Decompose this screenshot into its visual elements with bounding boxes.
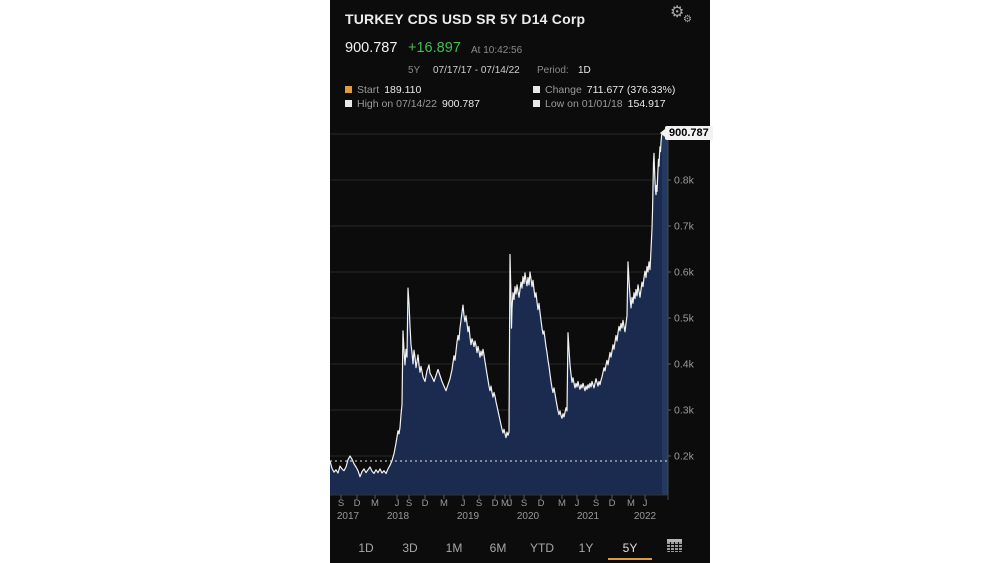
change-swatch-icon — [533, 86, 540, 93]
period-button-ytd[interactable]: YTD — [520, 534, 564, 560]
x-axis-month-label: S — [337, 498, 345, 509]
price-area — [330, 133, 662, 495]
x-axis-month-label: J — [507, 498, 513, 509]
x-axis-year-label: 2019 — [456, 511, 480, 522]
security-title: TURKEY CDS USD SR 5Y D14 Corp — [345, 11, 586, 27]
x-axis-year-label: 2020 — [516, 511, 540, 522]
y-axis-tick-label: 0.8k — [674, 175, 695, 187]
legend-high: High on 07/14/22 900.787 — [345, 98, 480, 110]
period-button-5y[interactable]: 5Y — [608, 534, 652, 560]
gear-icon: ⚙ — [670, 4, 685, 21]
x-axis-month-label: J — [394, 498, 400, 509]
x-axis-month-label: J — [642, 498, 648, 509]
x-axis-month-label: D — [491, 498, 499, 509]
legend-start-value: 189.110 — [384, 84, 422, 96]
period-value: 1D — [578, 65, 591, 76]
gear-small-icon: ⚙ — [683, 14, 692, 25]
x-axis-month-label: D — [608, 498, 616, 509]
price-chart[interactable]: 0.8k 0.7k 0.6k 0.5k 0.4k 0.3k 0.2k — [330, 125, 710, 500]
x-axis-month-label: S — [592, 498, 600, 509]
legend-start: Start 189.110 — [345, 84, 421, 96]
period-label: Period: — [537, 65, 569, 76]
x-axis-month-label: M — [627, 498, 635, 509]
price-line — [330, 133, 663, 478]
last-price-axis-bubble: 900.787 — [660, 126, 713, 140]
x-axis-month-label: D — [421, 498, 429, 509]
x-axis-year-label: 2018 — [386, 511, 410, 522]
legend-low-label: Low on 01/01/18 — [545, 98, 623, 110]
legend-change-label: Change — [545, 84, 582, 96]
x-axis-month-label: M — [501, 498, 509, 509]
latest-bar-highlight — [662, 131, 668, 495]
period-button-3d[interactable]: 3D — [388, 534, 432, 560]
x-axis-month-label: S — [475, 498, 483, 509]
legend-low-value: 154.917 — [627, 98, 666, 110]
high-swatch-icon — [345, 100, 352, 107]
x-axis-year-label: 2022 — [633, 511, 657, 522]
x-axis-month-label: M — [558, 498, 566, 509]
date-range: 07/17/17 - 07/14/22 — [433, 65, 520, 76]
legend-high-value: 900.787 — [441, 98, 480, 110]
y-axis-tick-label: 0.5k — [674, 313, 695, 325]
period-toolbar: 1D 3D 1M 6M YTD 1Y 5Y — [330, 531, 710, 563]
settings-gears-icon[interactable]: ⚙ ⚙ — [670, 5, 698, 31]
x-axis-month-label: J — [460, 498, 466, 509]
period-button-1m[interactable]: 1M — [432, 534, 476, 560]
calendar-button[interactable] — [664, 534, 685, 560]
range-label: 5Y — [408, 65, 421, 76]
period-button-1d[interactable]: 1D — [344, 534, 388, 560]
price-chart-svg: 0.8k 0.7k 0.6k 0.5k 0.4k 0.3k 0.2k — [330, 128, 695, 500]
y-axis-tick-label: 0.6k — [674, 267, 695, 279]
x-axis-month-label: M — [371, 498, 379, 509]
period-button-1y[interactable]: 1Y — [564, 534, 608, 560]
y-axis-tick-label: 0.2k — [674, 451, 695, 463]
as-of-time: At 10:42:56 — [471, 45, 523, 56]
x-axis-year-label: 2021 — [576, 511, 600, 522]
legend-high-label: High on 07/14/22 — [357, 98, 437, 110]
x-axis-month-label: D — [353, 498, 361, 509]
price-change: +16.897 — [408, 40, 461, 56]
legend-start-label: Start — [357, 84, 380, 96]
low-swatch-icon — [533, 100, 540, 107]
x-axis-year-label: 2017 — [336, 511, 360, 522]
legend-change: Change 711.677 (376.33%) — [533, 84, 675, 96]
period-button-6m[interactable]: 6M — [476, 534, 520, 560]
x-axis-month-label: D — [537, 498, 545, 509]
last-price: 900.787 — [345, 40, 398, 56]
calendar-icon — [667, 539, 682, 552]
x-axis-month-label: S — [405, 498, 413, 509]
x-axis-month-label: J — [574, 498, 580, 509]
x-axis-labels: S D M J S D M J S D M J S D M J S D M J 2017 2018 2019 2020 2021… — [330, 497, 710, 527]
chart-panel: TURKEY CDS USD SR 5Y D14 Corp ⚙ ⚙ 900.78… — [330, 0, 713, 563]
x-axis-month-label: M — [440, 498, 448, 509]
y-axis-tick-label: 0.3k — [674, 405, 695, 417]
y-axis-tick-label: 0.7k — [674, 221, 695, 233]
start-swatch-icon — [345, 86, 352, 93]
y-axis-tick-label: 0.4k — [674, 359, 695, 371]
legend-change-value: 711.677 (376.33%) — [586, 84, 676, 96]
x-axis-month-label: S — [520, 498, 528, 509]
legend-low: Low on 01/01/18 154.917 — [533, 98, 666, 110]
